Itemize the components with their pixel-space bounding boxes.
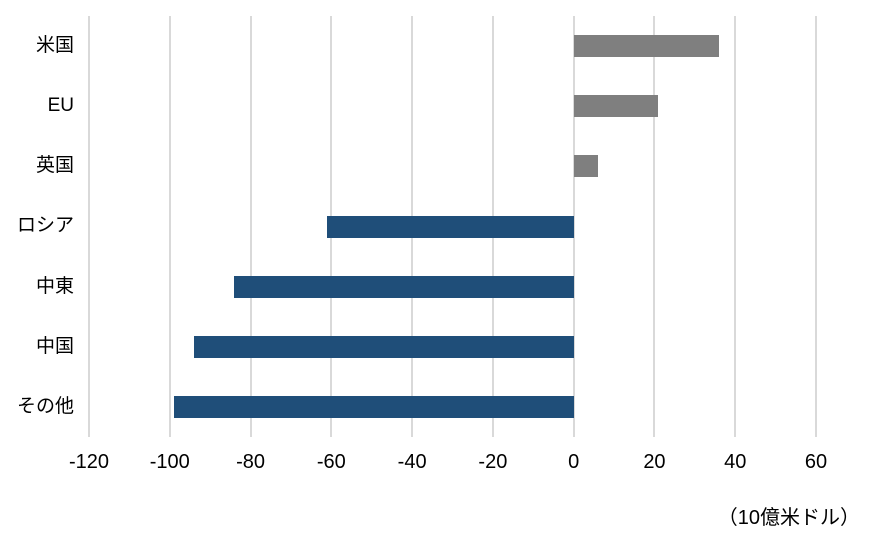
bar xyxy=(573,155,598,178)
x-tick-label: -120 xyxy=(68,451,110,473)
bar xyxy=(573,95,659,118)
x-tick-label: 60 xyxy=(804,451,828,473)
category-label: EU xyxy=(47,95,74,117)
x-tick-label: 40 xyxy=(724,451,747,473)
x-tick-label: -80 xyxy=(236,451,265,473)
bar xyxy=(573,35,720,58)
category-label: 中国 xyxy=(35,335,74,357)
gridline xyxy=(249,16,252,437)
axis-unit-label: （10億米ドル） xyxy=(717,507,860,529)
category-label: その他 xyxy=(16,395,74,417)
bar xyxy=(173,395,574,418)
category-label: 中東 xyxy=(35,275,74,297)
gridline xyxy=(653,16,656,437)
gridline xyxy=(168,16,171,437)
category-label: ロシア xyxy=(16,215,74,237)
x-tick-label: 0 xyxy=(568,451,580,473)
gridline xyxy=(88,16,90,437)
x-tick-label: -20 xyxy=(478,451,508,473)
category-label: 英国 xyxy=(35,155,74,177)
gridline xyxy=(815,16,817,437)
x-tick-label: -100 xyxy=(149,451,190,473)
category-label: 米国 xyxy=(35,35,74,56)
bar xyxy=(194,335,574,358)
bar xyxy=(327,215,574,238)
x-tick-label: -60 xyxy=(316,451,346,473)
bar xyxy=(234,275,574,298)
x-tick-label: -40 xyxy=(397,451,427,473)
x-tick-label: 20 xyxy=(643,451,666,473)
gridline xyxy=(734,16,737,437)
gridline xyxy=(572,16,575,437)
